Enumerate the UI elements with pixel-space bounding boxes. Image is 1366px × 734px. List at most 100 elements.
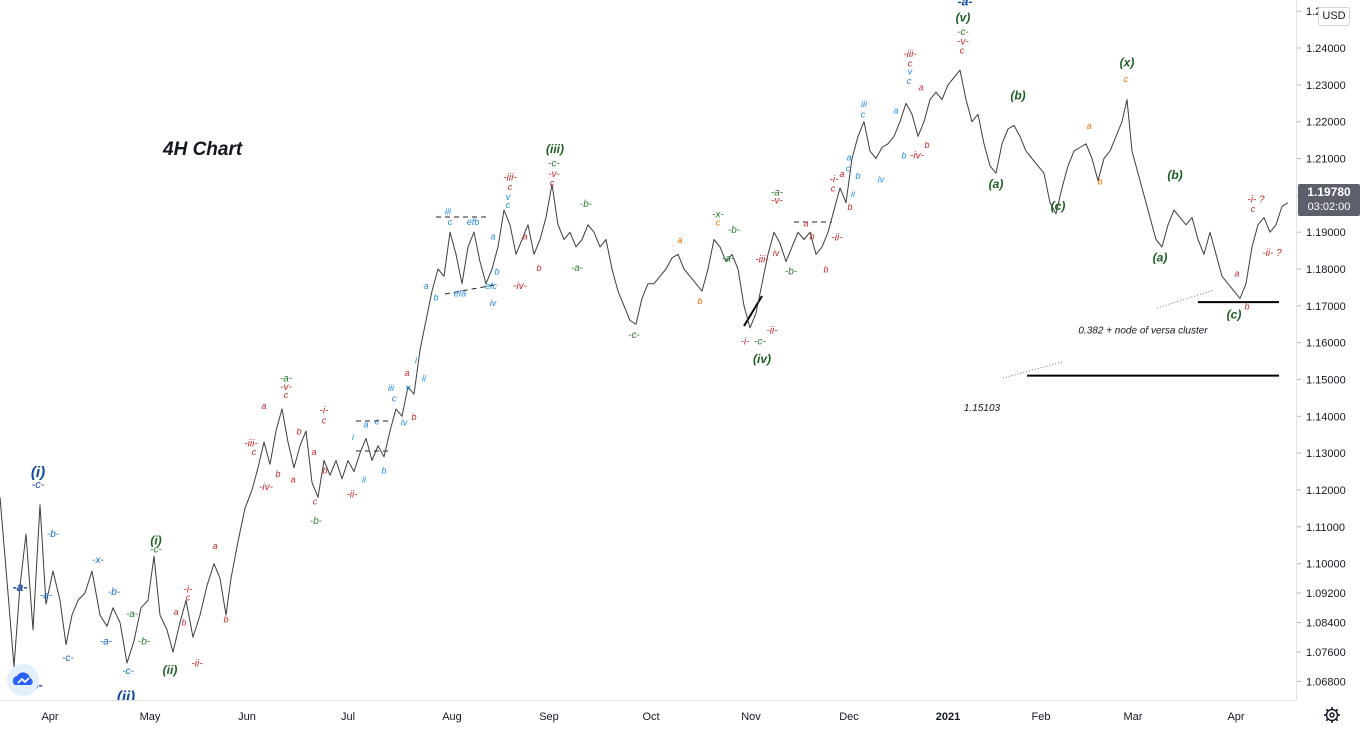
wave-label: -i- — [320, 405, 330, 416]
wave-label: b — [223, 615, 228, 625]
wave-label: a — [677, 235, 682, 245]
wave-label: -v- — [280, 382, 292, 393]
wave-label: i — [415, 355, 418, 365]
wave-label: a — [212, 541, 217, 551]
wave-label: (iii) — [546, 142, 564, 156]
time-tick-label: 2021 — [936, 711, 960, 723]
wave-label: a — [173, 607, 178, 617]
levels-layer: 0.382 + node of versa cluster 1.15103 — [356, 216, 1279, 452]
settings-gear-icon[interactable] — [1323, 706, 1341, 724]
price-scale-ticks: 1.06800 1.07600 1.08400 1.09200 1.10000 1.110… — [1297, 6, 1346, 688]
wave-label: -a- — [958, 0, 973, 9]
time-tick-label: Jun — [238, 711, 256, 723]
wave-label: iii — [445, 206, 452, 216]
wave-label: efa — [454, 289, 467, 299]
trend-line[interactable] — [743, 295, 763, 327]
wave-label: -a- — [571, 263, 584, 274]
price-tick-label: 1.16000 — [1306, 338, 1346, 350]
price-line-layer — [0, 69, 1289, 668]
wave-label: (c) — [1227, 308, 1242, 322]
wave-label: c — [1124, 74, 1129, 84]
price-tick-label: 1.10000 — [1306, 559, 1346, 571]
wave-label: -b- — [138, 637, 151, 648]
annotation-connector — [1002, 361, 1063, 379]
wave-label: -iv- — [910, 151, 925, 162]
time-scale-ticks: Apr May Jun Jul Aug Sep Oct Nov Dec 2021 Feb Mar Apr — [41, 711, 1244, 723]
price-tick-label: 1.18000 — [1306, 264, 1346, 276]
wave-label: -iii- — [755, 254, 769, 265]
wave-label: a — [1234, 268, 1239, 278]
wave-label: -c- — [548, 159, 560, 170]
price-tick-label: 1.23000 — [1306, 80, 1346, 92]
chart-plot[interactable]: 4H Chart 0.382 + node of versa cluster 1.… — [0, 0, 1296, 700]
wave-label: (a) — [989, 177, 1004, 191]
wave-label: (v) — [956, 11, 971, 25]
wave-label: -c- — [62, 653, 74, 664]
wave-label: a — [1086, 121, 1091, 131]
wave-label: c — [831, 184, 836, 194]
wave-label: -i- — [741, 336, 751, 347]
price-tick-label: 1.11000 — [1306, 522, 1345, 534]
wave-label: iv — [490, 298, 497, 308]
bar-countdown: 03:02:00 — [1307, 201, 1351, 213]
wave-label: a — [261, 401, 266, 411]
wave-label: -a- — [771, 187, 784, 198]
last-price-tag: 1.19780 03:02:00 — [1298, 184, 1360, 216]
wave-label: iv — [401, 417, 408, 427]
price-tick-label: 1.21000 — [1306, 154, 1346, 166]
wave-label: b — [536, 263, 541, 273]
wave-label: (c) — [1051, 199, 1066, 213]
wave-label: b — [1244, 301, 1249, 311]
time-tick-label: Dec — [839, 711, 859, 723]
price-scale[interactable]: 1.06800 1.07600 1.08400 1.09200 1.10000 1.110… — [1296, 0, 1366, 700]
wave-label: b — [697, 296, 702, 306]
wave-label: v — [506, 192, 511, 202]
wave-label: ii — [362, 475, 367, 485]
wave-label: efc — [485, 281, 498, 291]
wave-label: c — [1251, 204, 1256, 214]
wave-label: c — [186, 592, 191, 602]
wave-label: b — [433, 292, 438, 302]
time-tick-label: Aug — [442, 711, 462, 723]
price-tick-label: 1.08400 — [1306, 618, 1346, 630]
wave-label: -c- — [122, 666, 134, 677]
wave-label: a — [803, 219, 808, 229]
wave-label: -i- ? — [1247, 195, 1265, 206]
wave-label: -v- — [957, 36, 969, 47]
wave-label: c — [392, 394, 397, 404]
wave-label: b — [494, 267, 499, 277]
currency-button[interactable]: USD — [1318, 7, 1350, 26]
tradingview-logo-icon[interactable] — [7, 664, 39, 696]
wave-label: c — [284, 390, 289, 400]
wave-label: b — [275, 469, 280, 479]
price-tick-label: 1.15000 — [1306, 374, 1346, 386]
last-price-value: 1.19780 — [1307, 185, 1351, 199]
wave-label: ii — [422, 373, 427, 383]
wave-label: b — [855, 171, 860, 181]
wave-label: -a- — [126, 609, 139, 620]
wave-label: b — [322, 465, 327, 475]
wave-label: -i- — [830, 174, 840, 185]
wave-label: -a- — [13, 580, 28, 594]
wave-label: c — [506, 200, 511, 210]
wave-label: -iv- — [513, 281, 528, 292]
wave-label: -v- — [771, 195, 783, 206]
price-tick-label: 1.24000 — [1306, 43, 1346, 55]
wave-label: b — [847, 202, 852, 212]
wave-label: (iv) — [753, 352, 771, 366]
wave-label: -a- — [40, 591, 53, 602]
wave-label: c — [252, 447, 257, 457]
wave-label: c — [550, 178, 555, 188]
wave-label: -ii- — [346, 489, 358, 500]
price-tick-label: 1.07600 — [1306, 647, 1346, 659]
wave-label: (ii) — [117, 689, 135, 700]
wave-label: -iii- — [903, 49, 917, 60]
wave-label: c — [375, 416, 380, 426]
wave-label: -ii- — [831, 232, 843, 243]
time-scale[interactable]: Apr May Jun Jul Aug Sep Oct Nov Dec 2021 Feb Mar Apr — [0, 700, 1296, 729]
wave-label: a — [846, 152, 851, 162]
wave-label: -c- — [150, 545, 162, 556]
wave-label: (a) — [1153, 251, 1168, 265]
price-tick-label: 1.06800 — [1306, 676, 1346, 688]
time-tick-label: Oct — [642, 711, 659, 723]
